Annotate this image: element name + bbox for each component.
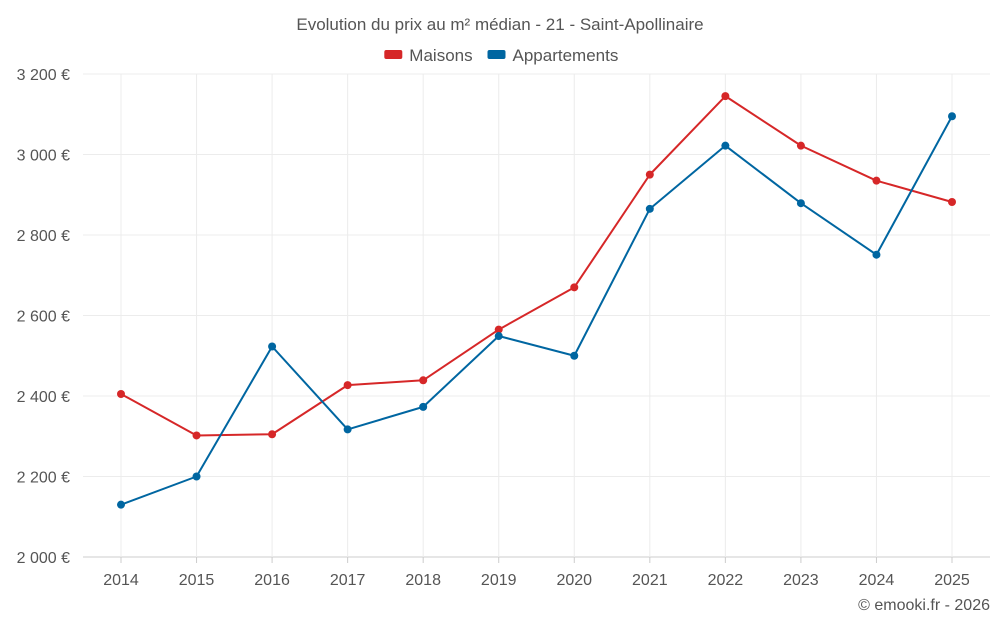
x-tick-label: 2018 (405, 572, 441, 589)
chart-legend[interactable]: Maisons Appartements (384, 46, 618, 65)
data-point-maisons[interactable] (419, 376, 428, 385)
data-point-maisons[interactable] (117, 389, 125, 398)
data-point-maisons[interactable] (721, 92, 730, 101)
series-maisons (117, 92, 956, 440)
y-tick-label: 2 400 € (17, 389, 70, 406)
y-tick-label: 3 000 € (17, 148, 70, 165)
data-point-appartements[interactable] (268, 342, 277, 351)
x-tick-label: 2017 (330, 572, 366, 589)
data-point-maisons[interactable] (343, 381, 352, 390)
x-tick-label: 2019 (481, 572, 517, 589)
data-point-maisons[interactable] (872, 176, 881, 185)
x-axis: 2014 2015 2016 2017 2018 2019 2020 2021 2022 2023… (103, 557, 970, 589)
series-line-maisons (120, 95, 953, 437)
legend-swatch (384, 50, 403, 59)
legend-item-maisons[interactable]: Maisons (384, 46, 473, 65)
data-point-maisons[interactable] (192, 431, 201, 440)
x-tick-label: 2014 (103, 572, 139, 589)
y-tick-label: 2 600 € (17, 309, 70, 326)
legend-item-appartements[interactable]: Appartements (487, 46, 619, 65)
x-tick-label: 2015 (179, 572, 215, 589)
data-point-appartements[interactable] (645, 204, 654, 213)
y-axis: 2 000 € 2 200 € 2 400 € 2 600 € 2 800 € 3 000… (17, 67, 70, 567)
x-tick-label: 2021 (632, 572, 668, 589)
x-tick-label: 2025 (934, 572, 970, 589)
x-tick-label: 2020 (556, 572, 592, 589)
data-point-appartements[interactable] (117, 500, 125, 509)
data-point-appartements[interactable] (948, 112, 956, 121)
x-tick-label: 2024 (859, 572, 895, 589)
x-tick-label: 2023 (783, 572, 819, 589)
x-tick-label: 2022 (708, 572, 744, 589)
data-point-appartements[interactable] (192, 472, 201, 481)
y-tick-label: 2 800 € (17, 228, 70, 245)
legend-label: Maisons (409, 46, 472, 65)
y-tick-label: 2 000 € (17, 550, 70, 567)
series-appartements (117, 112, 956, 509)
data-point-appartements[interactable] (494, 332, 503, 341)
data-point-appartements[interactable] (343, 425, 352, 434)
data-point-maisons[interactable] (268, 430, 277, 439)
y-tick-label: 2 200 € (17, 470, 70, 487)
legend-swatch (487, 50, 506, 59)
y-tick-label: 3 200 € (17, 67, 70, 84)
x-tick-label: 2016 (254, 572, 290, 589)
data-point-appartements[interactable] (570, 351, 579, 360)
data-point-appartements[interactable] (796, 199, 805, 208)
data-point-maisons[interactable] (645, 170, 654, 179)
data-point-appartements[interactable] (721, 141, 730, 150)
data-point-appartements[interactable] (419, 402, 428, 411)
data-point-maisons[interactable] (948, 197, 956, 206)
legend-label: Appartements (513, 46, 619, 65)
credit-text: © emooki.fr - 2026 (858, 597, 990, 614)
data-point-maisons[interactable] (494, 325, 503, 334)
series-line-appartements (120, 115, 953, 506)
chart-series (117, 92, 956, 509)
data-point-maisons[interactable] (570, 283, 579, 292)
data-point-appartements[interactable] (872, 250, 881, 259)
data-point-maisons[interactable] (796, 141, 805, 150)
chart-grid (83, 73, 990, 558)
chart-title: Evolution du prix au m² médian - 21 - Sa… (296, 15, 703, 34)
